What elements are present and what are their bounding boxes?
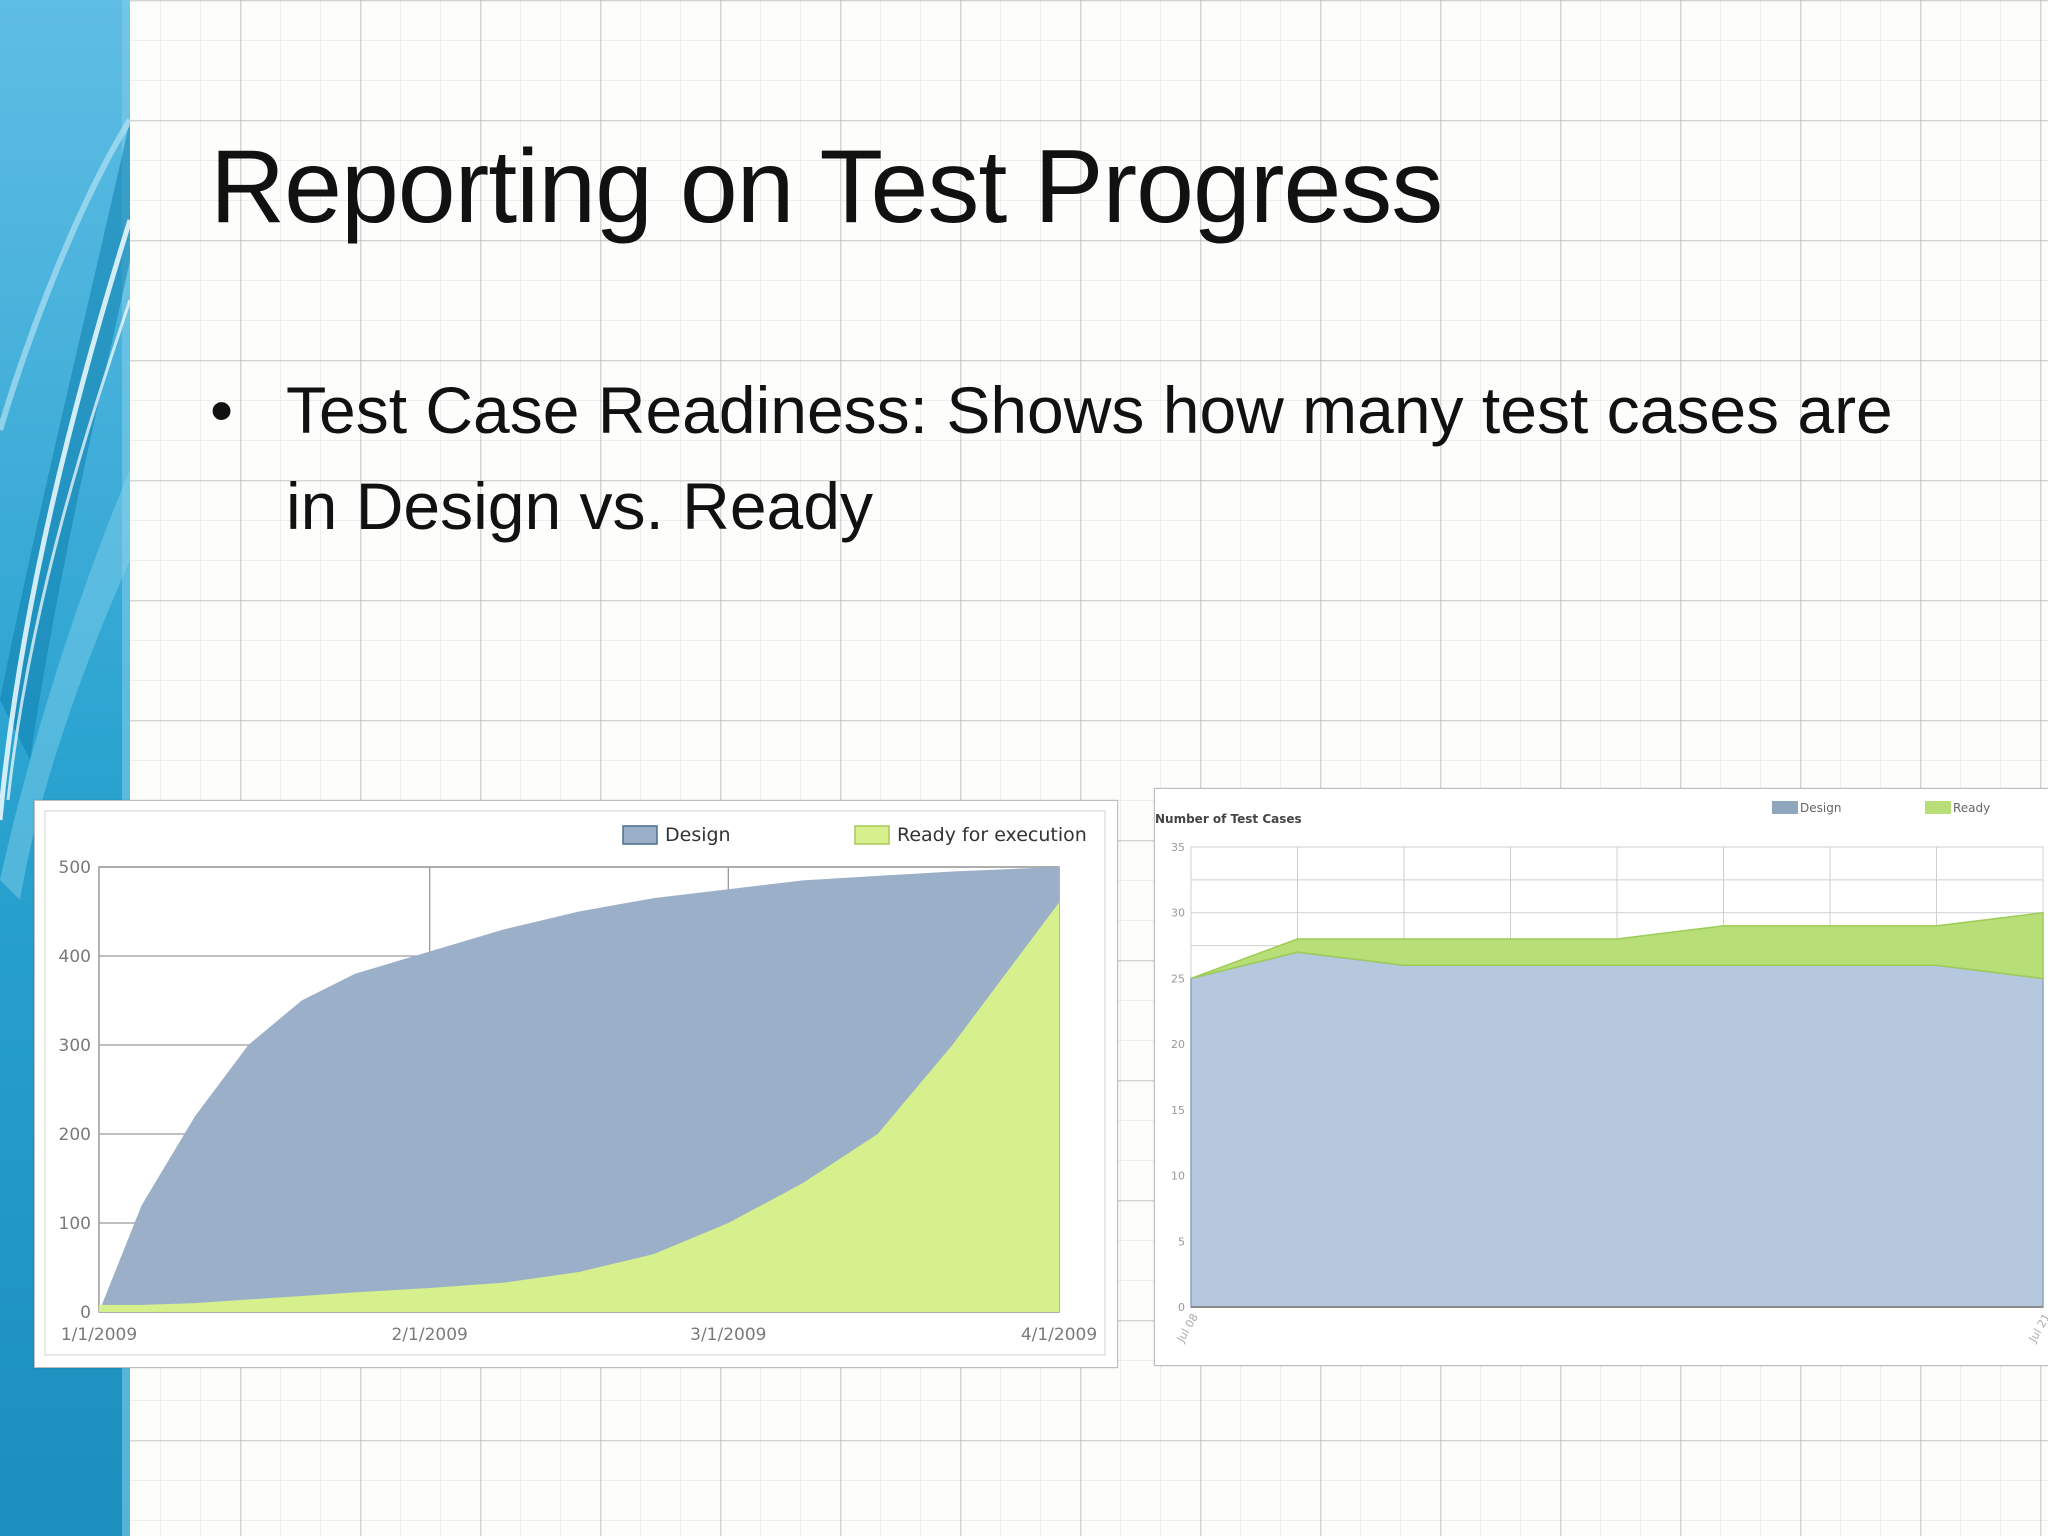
y-tick-label: 100	[59, 1214, 91, 1234]
test-cases-chart-panel: Number of Test Cases 0 5 10 15 20 25 30 35 Jul 08…	[1154, 788, 2048, 1366]
x-tick-label: 4/1/2009	[1021, 1325, 1097, 1345]
x-tick-label: Jul 08	[1174, 1311, 1201, 1345]
x-tick-label: Jul 21	[2026, 1311, 2048, 1345]
bullet-dot: •	[210, 373, 234, 447]
test-cases-area-chart: Number of Test Cases 0 5 10 15 20 25 30 35 Jul 08…	[1155, 801, 2048, 1345]
readiness-area-chart: 0 100 200 300 400 500 1/1/2009 2/1/2009 3/1/2009…	[44, 810, 1106, 1356]
x-tick-label: 3/1/2009	[690, 1325, 766, 1345]
x-tick-label: 2/1/2009	[391, 1325, 467, 1345]
legend-swatch	[854, 825, 890, 845]
y-tick-label: 25	[1171, 972, 1185, 985]
readiness-chart-panel: 0 100 200 300 400 500 1/1/2009 2/1/2009 3/1/2009…	[34, 800, 1118, 1368]
y-tick-label: 0	[80, 1303, 91, 1323]
legend-swatch	[622, 825, 658, 845]
series-area-design	[1190, 951, 2044, 1308]
series-area-ready	[99, 902, 1059, 1312]
series-area-ready	[1190, 911, 2044, 980]
decorative-sidebar	[0, 0, 130, 1536]
legend-label: Ready for execution	[897, 824, 1087, 846]
y-tick-label: 300	[59, 1036, 91, 1056]
legend-swatch	[1925, 801, 1951, 814]
y-tick-label: 10	[1171, 1170, 1185, 1183]
slide-title: Reporting on Test Progress	[210, 129, 1443, 245]
chart-title: Number of Test Cases	[1155, 812, 1302, 826]
bullet-text: Test Case Readiness: Shows how many test…	[286, 373, 1893, 543]
y-tick-label: 200	[59, 1125, 91, 1145]
y-tick-label: 35	[1171, 841, 1185, 854]
legend-swatch	[1772, 801, 1798, 814]
y-tick-label: 20	[1171, 1038, 1185, 1051]
legend-label: Design	[1800, 801, 1841, 815]
x-tick-label: 1/1/2009	[61, 1325, 137, 1345]
legend-label: Design	[665, 824, 731, 846]
y-tick-label: 30	[1171, 907, 1185, 920]
y-tick-label: 500	[59, 858, 91, 878]
y-tick-label: 400	[59, 947, 91, 967]
legend-label: Ready	[1953, 801, 1990, 815]
y-tick-label: 15	[1171, 1104, 1185, 1117]
y-tick-label: 0	[1178, 1301, 1185, 1314]
y-tick-label: 5	[1178, 1235, 1185, 1248]
